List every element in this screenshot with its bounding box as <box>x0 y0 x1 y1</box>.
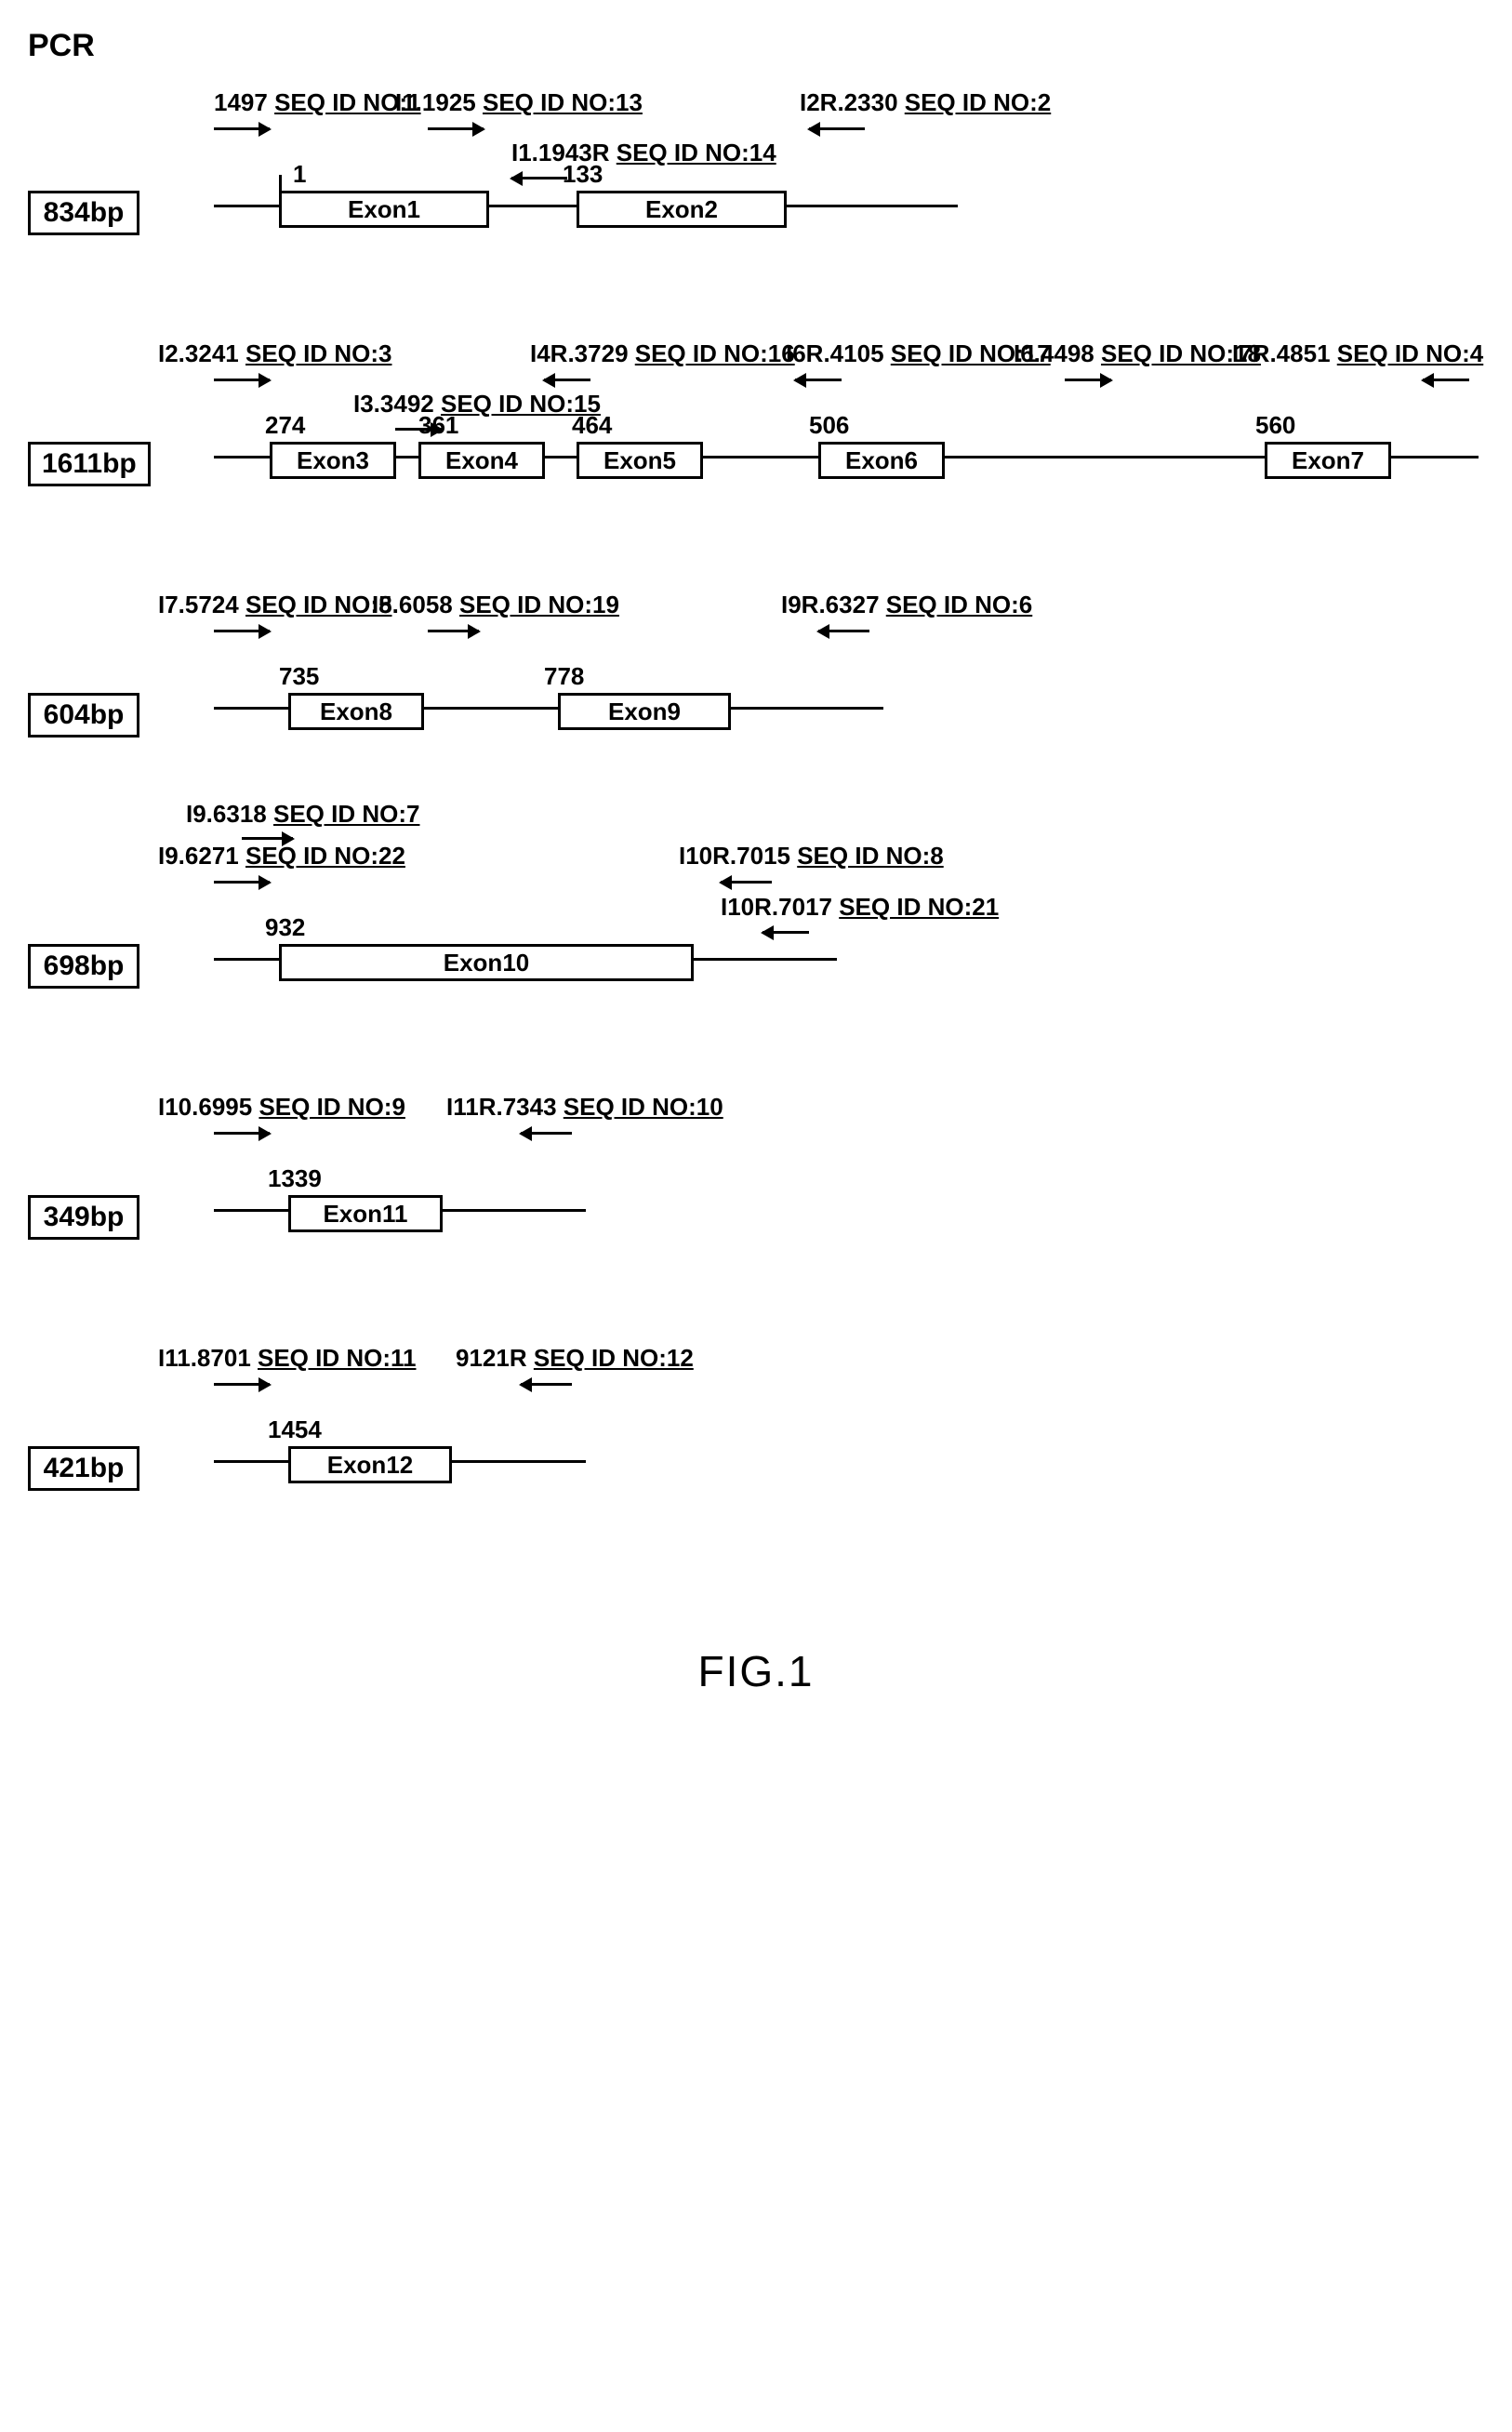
pcr-size-box: 698bp <box>28 944 139 989</box>
primer-label: I9.6271 SEQ ID NO:22 <box>158 842 405 870</box>
primer-label: I3.3492 SEQ ID NO:15 <box>353 390 601 419</box>
primer-arrow <box>428 630 479 632</box>
exon-box: Exon10 <box>279 944 694 981</box>
position-number: 778 <box>544 662 584 691</box>
primer-arrow <box>214 379 270 381</box>
primer-arrow <box>721 881 772 884</box>
position-number: 506 <box>809 411 849 440</box>
primer-arrow <box>818 630 869 632</box>
primer-label: I6R.4105 SEQ ID NO:17 <box>786 339 1051 368</box>
primer-arrow <box>511 177 567 179</box>
primer-label: I4R.3729 SEQ ID NO:16 <box>530 339 795 368</box>
exon-box: Exon8 <box>288 693 424 730</box>
primer-arrow <box>544 379 590 381</box>
primer-label: I10R.7015 SEQ ID NO:8 <box>679 842 944 870</box>
primer-label: I6.4498 SEQ ID NO:18 <box>1014 339 1261 368</box>
primer-arrow <box>214 881 270 884</box>
primer-arrow <box>395 428 442 431</box>
primer-arrow <box>809 127 865 130</box>
primer-arrow <box>1423 379 1469 381</box>
primer-arrow <box>214 1383 270 1386</box>
pcr-size-box: 349bp <box>28 1195 139 1240</box>
primer-label: I1.1943R SEQ ID NO:14 <box>511 139 776 167</box>
primer-label: 9121R SEQ ID NO:12 <box>456 1344 694 1373</box>
position-number: 560 <box>1255 411 1295 440</box>
pcr-size-box: 604bp <box>28 693 139 738</box>
primer-arrow <box>763 931 809 934</box>
pcr-size-box: 1611bp <box>28 442 151 486</box>
primer-arrow <box>521 1132 572 1135</box>
primer-arrow <box>1065 379 1111 381</box>
position-number: 1 <box>293 160 306 189</box>
primer-label: I10.6995 SEQ ID NO:9 <box>158 1093 405 1122</box>
pcr-header: PCR <box>28 28 95 64</box>
position-number: 1454 <box>268 1415 322 1444</box>
primer-arrow <box>795 379 842 381</box>
primer-label: I1.1925 SEQ ID NO:13 <box>395 88 643 117</box>
primer-label: I2.3241 SEQ ID NO:3 <box>158 339 391 368</box>
primer-arrow <box>214 630 270 632</box>
primer-arrow <box>242 837 293 840</box>
primer-label: 1497 SEQ ID NO:1 <box>214 88 421 117</box>
exon-box: Exon3 <box>270 442 396 479</box>
primer-arrow <box>214 1132 270 1135</box>
pcr-size-box: 421bp <box>28 1446 139 1491</box>
primer-label: I2R.2330 SEQ ID NO:2 <box>800 88 1051 117</box>
position-number: 274 <box>265 411 305 440</box>
primer-label: I11R.7343 SEQ ID NO:10 <box>446 1093 723 1122</box>
exon-box: Exon11 <box>288 1195 443 1232</box>
primer-label: I11.8701 SEQ ID NO:11 <box>158 1344 417 1373</box>
position-number: 735 <box>279 662 319 691</box>
primer-label: I7R.4851 SEQ ID NO:4 <box>1232 339 1483 368</box>
figure-label: FIG.1 <box>28 1646 1484 1696</box>
tick-mark <box>279 175 282 227</box>
exon-box: Exon5 <box>577 442 703 479</box>
exon-box: Exon2 <box>577 191 787 228</box>
exon-box: Exon9 <box>558 693 731 730</box>
primer-label: I7.5724 SEQ ID NO:5 <box>158 591 391 619</box>
exon-box: Exon7 <box>1265 442 1391 479</box>
primer-label: I9.6318 SEQ ID NO:7 <box>186 800 419 829</box>
primer-label: I8.6058 SEQ ID NO:19 <box>372 591 619 619</box>
primer-label: I9R.6327 SEQ ID NO:6 <box>781 591 1032 619</box>
primer-arrow <box>428 127 484 130</box>
exon-box: Exon4 <box>418 442 545 479</box>
primer-arrow <box>214 127 270 130</box>
exon-box: Exon1 <box>279 191 489 228</box>
exon-box: Exon6 <box>818 442 945 479</box>
position-number: 932 <box>265 913 305 942</box>
primer-arrow <box>521 1383 572 1386</box>
position-number: 1339 <box>268 1164 322 1193</box>
exon-box: Exon12 <box>288 1446 452 1483</box>
primer-label: I10R.7017 SEQ ID NO:21 <box>721 893 999 922</box>
pcr-size-box: 834bp <box>28 191 139 235</box>
